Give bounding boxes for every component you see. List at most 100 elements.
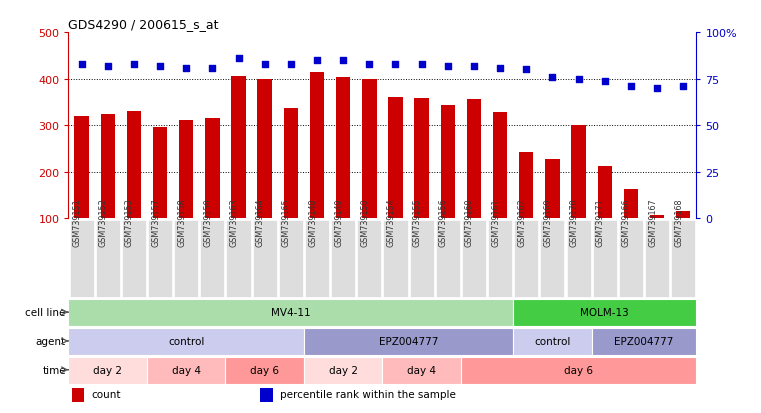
Point bbox=[259, 61, 271, 68]
Bar bbox=[624, 190, 638, 219]
Bar bbox=[362, 79, 377, 219]
Point bbox=[546, 74, 559, 81]
Bar bbox=[415, 99, 429, 219]
FancyBboxPatch shape bbox=[645, 221, 669, 297]
Point bbox=[102, 63, 114, 70]
FancyBboxPatch shape bbox=[513, 300, 696, 326]
FancyBboxPatch shape bbox=[461, 357, 696, 384]
FancyBboxPatch shape bbox=[148, 221, 172, 297]
Text: day 2: day 2 bbox=[329, 365, 358, 375]
Bar bbox=[519, 152, 533, 219]
Point bbox=[363, 61, 375, 68]
Point bbox=[128, 61, 140, 68]
Text: GSM739149: GSM739149 bbox=[334, 198, 343, 246]
FancyBboxPatch shape bbox=[592, 328, 696, 355]
Text: day 4: day 4 bbox=[172, 365, 201, 375]
FancyBboxPatch shape bbox=[409, 221, 434, 297]
Text: GSM739161: GSM739161 bbox=[491, 198, 500, 246]
FancyBboxPatch shape bbox=[253, 221, 277, 297]
Text: GSM739154: GSM739154 bbox=[387, 198, 396, 246]
Text: GSM739150: GSM739150 bbox=[360, 198, 369, 246]
FancyBboxPatch shape bbox=[540, 221, 565, 297]
Text: GSM739148: GSM739148 bbox=[308, 198, 317, 246]
Point bbox=[521, 67, 533, 74]
FancyBboxPatch shape bbox=[174, 221, 198, 297]
Text: time: time bbox=[43, 365, 66, 375]
FancyBboxPatch shape bbox=[436, 221, 460, 297]
Text: GSM739163: GSM739163 bbox=[230, 198, 238, 246]
Text: day 4: day 4 bbox=[407, 365, 436, 375]
Bar bbox=[441, 106, 455, 219]
Text: GSM739167: GSM739167 bbox=[648, 198, 657, 246]
Point bbox=[677, 83, 689, 90]
Text: day 6: day 6 bbox=[250, 365, 279, 375]
FancyBboxPatch shape bbox=[619, 221, 643, 297]
Point bbox=[494, 65, 506, 72]
Bar bbox=[231, 77, 246, 219]
Text: GSM739152: GSM739152 bbox=[99, 198, 108, 247]
Text: MOLM-13: MOLM-13 bbox=[581, 307, 629, 317]
Text: GSM739168: GSM739168 bbox=[674, 198, 683, 246]
Text: day 6: day 6 bbox=[564, 365, 593, 375]
Bar bbox=[153, 127, 167, 219]
Bar bbox=[72, 388, 84, 402]
Text: control: control bbox=[534, 336, 571, 346]
Bar bbox=[388, 98, 403, 219]
FancyBboxPatch shape bbox=[200, 221, 224, 297]
FancyBboxPatch shape bbox=[384, 221, 408, 297]
FancyBboxPatch shape bbox=[304, 357, 382, 384]
Text: agent: agent bbox=[36, 336, 66, 346]
Text: GDS4290 / 200615_s_at: GDS4290 / 200615_s_at bbox=[68, 17, 219, 31]
Text: GSM739159: GSM739159 bbox=[203, 198, 212, 247]
FancyBboxPatch shape bbox=[227, 221, 250, 297]
Bar bbox=[257, 79, 272, 219]
Text: GSM739165: GSM739165 bbox=[282, 198, 291, 246]
Text: GSM739169: GSM739169 bbox=[543, 198, 552, 246]
Text: GSM739164: GSM739164 bbox=[256, 198, 265, 246]
Bar bbox=[284, 108, 298, 219]
FancyBboxPatch shape bbox=[68, 357, 147, 384]
FancyBboxPatch shape bbox=[513, 328, 592, 355]
Bar bbox=[100, 114, 115, 219]
Bar bbox=[676, 212, 690, 219]
Point bbox=[441, 63, 454, 70]
FancyBboxPatch shape bbox=[69, 221, 94, 297]
Bar bbox=[650, 216, 664, 219]
Point bbox=[468, 63, 480, 70]
FancyBboxPatch shape bbox=[671, 221, 696, 297]
FancyBboxPatch shape bbox=[331, 221, 355, 297]
Point bbox=[75, 61, 88, 68]
FancyBboxPatch shape bbox=[488, 221, 512, 297]
Bar bbox=[126, 112, 141, 219]
FancyBboxPatch shape bbox=[305, 221, 329, 297]
Bar bbox=[260, 388, 272, 402]
Text: GSM739158: GSM739158 bbox=[177, 198, 186, 246]
Point bbox=[180, 65, 193, 72]
Bar bbox=[572, 126, 586, 219]
Point bbox=[625, 83, 637, 90]
FancyBboxPatch shape bbox=[147, 357, 225, 384]
Text: GSM739171: GSM739171 bbox=[596, 198, 605, 246]
Bar bbox=[545, 160, 559, 219]
Text: GSM739153: GSM739153 bbox=[125, 198, 134, 246]
Point bbox=[390, 61, 402, 68]
FancyBboxPatch shape bbox=[225, 357, 304, 384]
Text: EPZ004777: EPZ004777 bbox=[614, 336, 673, 346]
Text: cell line: cell line bbox=[26, 307, 66, 317]
FancyBboxPatch shape bbox=[279, 221, 303, 297]
Bar bbox=[466, 100, 481, 219]
Point bbox=[206, 65, 218, 72]
Point bbox=[572, 76, 584, 83]
Text: count: count bbox=[92, 389, 121, 399]
Bar bbox=[205, 119, 220, 219]
FancyBboxPatch shape bbox=[358, 221, 381, 297]
Bar bbox=[310, 73, 324, 219]
FancyBboxPatch shape bbox=[304, 328, 513, 355]
FancyBboxPatch shape bbox=[593, 221, 617, 297]
Text: GSM739151: GSM739151 bbox=[72, 198, 81, 246]
Text: percentile rank within the sample: percentile rank within the sample bbox=[280, 389, 456, 399]
Text: GSM739166: GSM739166 bbox=[622, 198, 631, 246]
Point bbox=[154, 63, 166, 70]
Text: MV4-11: MV4-11 bbox=[271, 307, 310, 317]
Text: GSM739155: GSM739155 bbox=[412, 198, 422, 247]
